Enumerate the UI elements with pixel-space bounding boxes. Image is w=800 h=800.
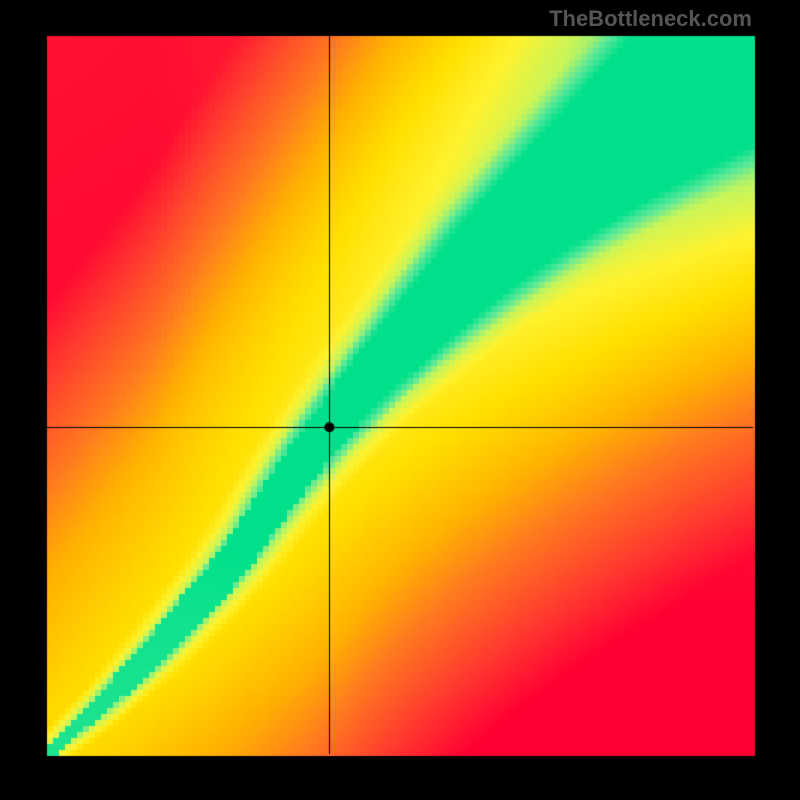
heatmap-canvas: [0, 0, 800, 800]
watermark-text: TheBottleneck.com: [549, 6, 752, 32]
chart-stage: TheBottleneck.com: [0, 0, 800, 800]
